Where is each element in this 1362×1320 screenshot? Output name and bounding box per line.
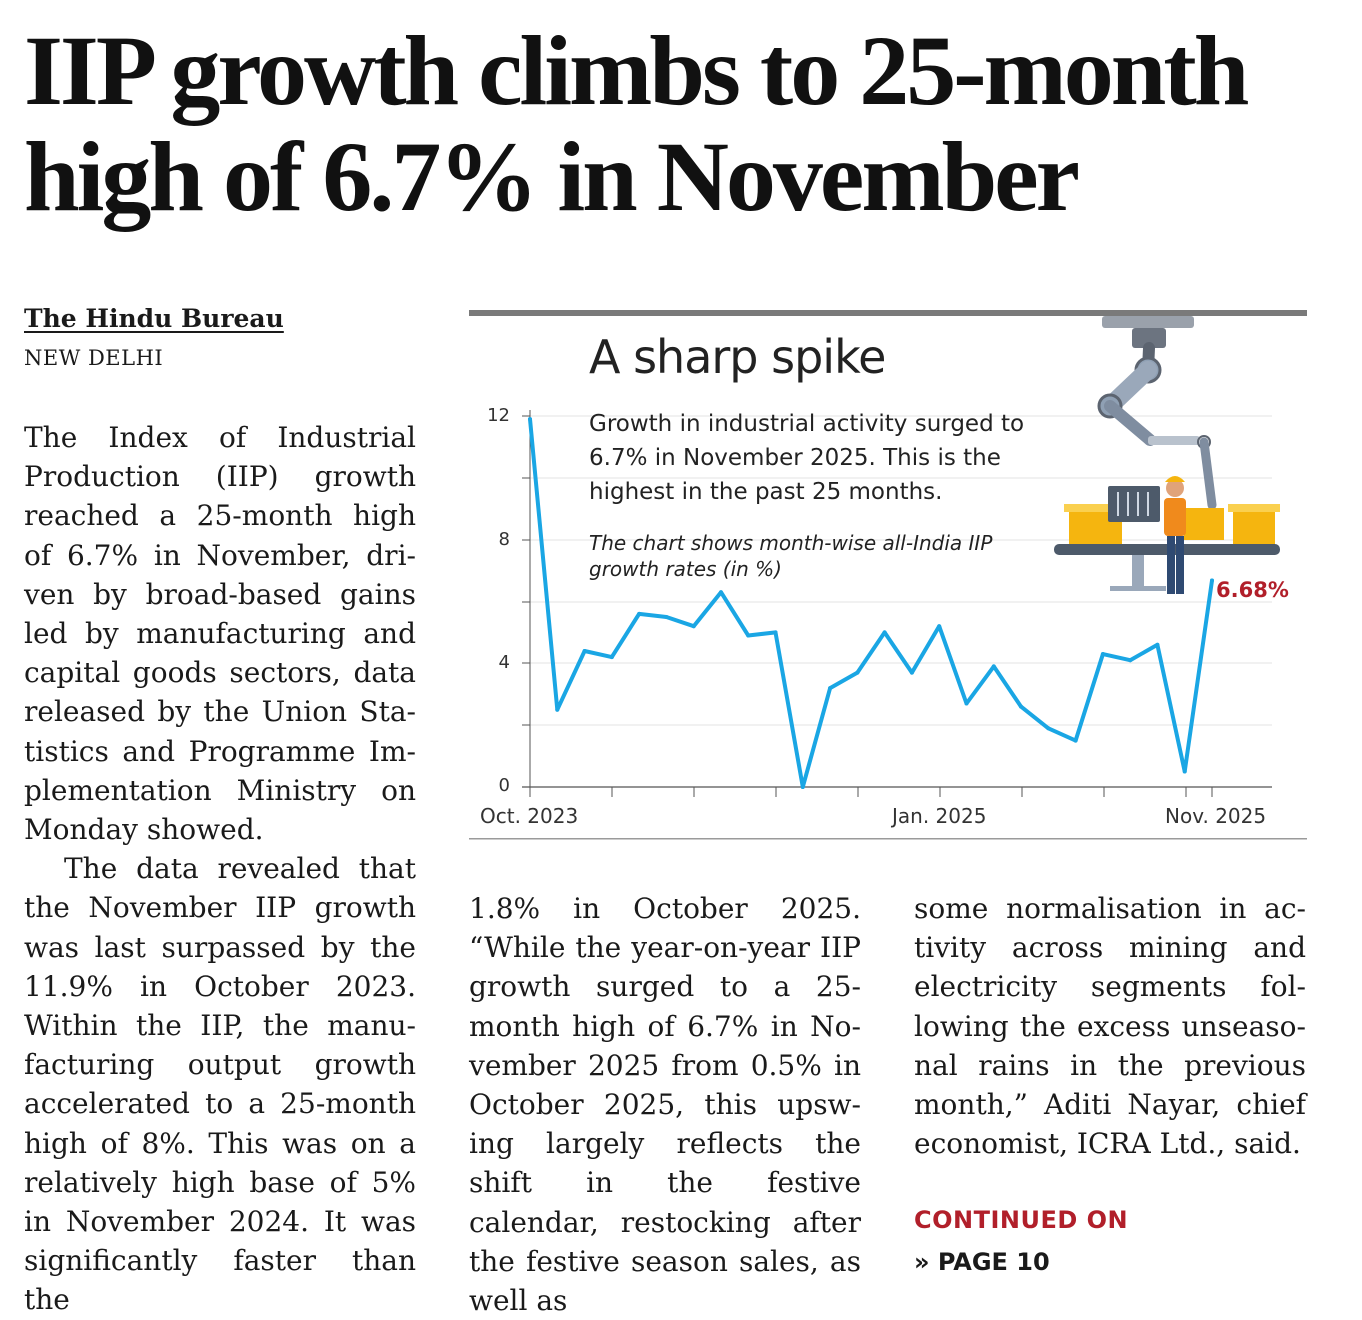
- crate-right-lid: [1228, 504, 1280, 512]
- article-column-2: 1.8% in October 2025. “While the year-on…: [469, 889, 861, 1320]
- chart-top-rule: [469, 310, 1307, 316]
- data-point-oct-2023: [528, 417, 532, 422]
- robot-rail: [1148, 436, 1200, 445]
- worker-leg: [1167, 536, 1175, 594]
- control-sliders: [1117, 492, 1149, 516]
- data-point-nov-2025: [1210, 578, 1214, 583]
- x-axis-ticks: [529, 787, 1213, 797]
- data-point-jan-2025: [937, 624, 942, 629]
- x-tick-label-middle: Jan. 2025: [892, 804, 987, 828]
- data-point-nov-2024: [882, 630, 887, 635]
- data-point-may-2024: [718, 590, 723, 595]
- data-point-sep-2024: [828, 686, 833, 691]
- data-point-dec-2023: [582, 648, 587, 653]
- paragraph-3: 1.8% in October 2025. “While the year-on…: [469, 892, 861, 1318]
- crate-middle: [1184, 508, 1224, 540]
- data-point-may-2025: [1046, 726, 1051, 731]
- data-point-aug-2024: [800, 785, 805, 789]
- conveyor-leg: [1132, 555, 1144, 591]
- control-panel: [1108, 486, 1160, 522]
- worker-head: [1166, 479, 1184, 497]
- data-point-feb-2025: [964, 701, 969, 706]
- chart-title: A sharp spike: [589, 330, 886, 384]
- x-tick-label-last: Nov. 2025: [1165, 804, 1267, 828]
- chart-subtitle: Growth in industrial activity surged to …: [589, 411, 1025, 505]
- data-point-jun-2024: [746, 633, 751, 638]
- continued-label: CONTINUED ON: [914, 1206, 1129, 1234]
- data-point-feb-2024: [637, 611, 642, 616]
- data-point-oct-2025: [1182, 769, 1187, 774]
- y-tick-label: 12: [487, 405, 510, 426]
- data-point-mar-2024: [664, 614, 669, 619]
- chart-note: The chart shows month-wise all-India IIP…: [589, 531, 993, 581]
- gridlines: [530, 415, 1272, 726]
- robot-gripper-arm: [1199, 437, 1217, 510]
- iip-growth-series-line: [528, 417, 1214, 789]
- byline: The Hindu Bureau: [24, 304, 284, 333]
- data-point-jul-2024: [773, 630, 778, 635]
- worker-leg: [1176, 536, 1184, 594]
- data-point-mar-2025: [991, 664, 996, 669]
- conveyor-foot: [1110, 586, 1166, 591]
- article-column-3: some normalisation in ac­tivity across m…: [914, 889, 1306, 1163]
- data-point-apr-2024: [691, 624, 696, 629]
- iip-growth-chart: [469, 310, 1307, 840]
- y-tick-label: 4: [498, 652, 510, 673]
- chart-bottom-rule: [469, 838, 1307, 840]
- latest-value-label: 6.68%: [1216, 578, 1289, 602]
- article-column-1: The Index of Industrial Production (IIP)…: [24, 418, 416, 1320]
- data-point-oct-2024: [855, 670, 860, 675]
- y-tick-label: 8: [498, 529, 510, 550]
- paragraph-1: The Index of Industrial Production (IIP)…: [24, 421, 416, 847]
- dateline: NEW DELHI: [24, 346, 164, 370]
- data-point-jun-2025: [1073, 738, 1078, 743]
- x-tick-label-first: Oct. 2023: [480, 804, 579, 828]
- y-axis-ticks: [522, 415, 530, 726]
- data-point-jul-2025: [1100, 652, 1105, 657]
- factory-illustration: [1054, 316, 1280, 594]
- robot-arm-lower: [1104, 400, 1156, 446]
- data-point-jan-2024: [609, 655, 614, 660]
- robot-mount-base: [1132, 328, 1166, 348]
- paragraph-2: The data revealed that the November IIP …: [24, 852, 416, 1317]
- y-tick-label: 0: [498, 775, 510, 796]
- data-point-nov-2023: [555, 707, 560, 712]
- worker-vest: [1164, 498, 1186, 536]
- data-point-apr-2025: [1019, 704, 1024, 709]
- crate-left-lid: [1064, 504, 1127, 512]
- continued-page-link[interactable]: » PAGE 10: [914, 1248, 1050, 1276]
- iip-data-points: [528, 417, 1214, 789]
- data-point-dec-2024: [909, 670, 914, 675]
- worker-helmet-icon: [1165, 476, 1185, 482]
- crate-right: [1233, 508, 1275, 546]
- headline: IIP growth climbs to 25-month high of 6.…: [24, 15, 1249, 232]
- data-point-aug-2025: [1128, 658, 1133, 663]
- robot-mount: [1102, 316, 1194, 328]
- data-point-sep-2025: [1155, 642, 1160, 647]
- paragraph-4: some normalisation in ac­tivity across m…: [914, 892, 1306, 1161]
